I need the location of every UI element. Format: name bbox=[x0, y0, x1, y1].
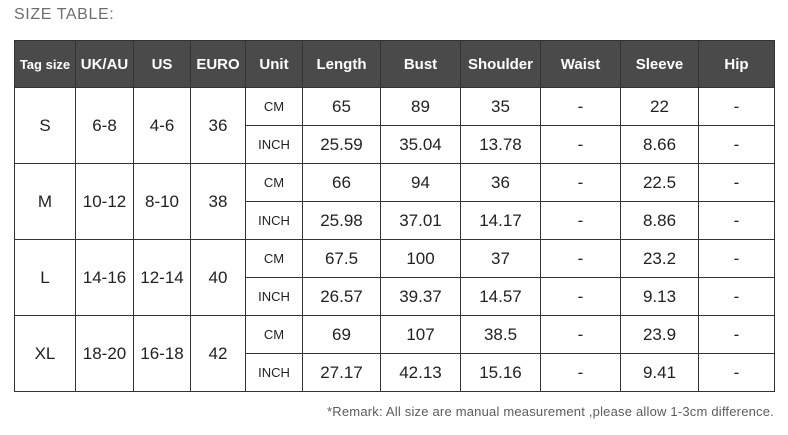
us-cell: 16-18 bbox=[133, 315, 191, 392]
uk-au-cell: 14-16 bbox=[75, 239, 134, 316]
uk-au-cell: 18-20 bbox=[75, 315, 134, 392]
sleeve-cell: 9.41 bbox=[620, 353, 699, 392]
col-header-hip: Hip bbox=[698, 40, 775, 88]
sleeve-cell: 22 bbox=[620, 87, 699, 126]
length-cell: 65 bbox=[302, 87, 381, 126]
shoulder-cell: 35 bbox=[460, 87, 541, 126]
us-cell: 8-10 bbox=[133, 163, 191, 240]
waist-cell: - bbox=[540, 201, 621, 240]
unit-cell: INCH bbox=[245, 353, 303, 392]
tag-size-cell: M bbox=[14, 163, 76, 240]
hip-cell: - bbox=[698, 163, 775, 202]
sleeve-cell: 8.66 bbox=[620, 125, 699, 164]
shoulder-cell: 14.57 bbox=[460, 277, 541, 316]
sleeve-cell: 9.13 bbox=[620, 277, 699, 316]
table-row-m-cm: M 10-12 8-10 38 CM 66 94 36 - 22.5 - bbox=[14, 163, 775, 240]
shoulder-cell: 38.5 bbox=[460, 315, 541, 354]
table-row-l-inch: INCH 26.57 39.37 14.57 - 9.13 - bbox=[15, 277, 775, 316]
table-row-xl-cm: XL 18-20 16-18 42 CM 69 107 38.5 - 23.9 … bbox=[14, 315, 775, 392]
euro-cell: 36 bbox=[190, 87, 246, 164]
shoulder-cell: 13.78 bbox=[460, 125, 541, 164]
bust-cell: 35.04 bbox=[380, 125, 461, 164]
col-header-bust: Bust bbox=[380, 40, 461, 88]
table-row-l-cm: L 14-16 12-14 40 CM 67.5 100 37 - 23.2 - bbox=[14, 239, 775, 316]
sleeve-cell: 8.86 bbox=[620, 201, 699, 240]
shoulder-cell: 14.17 bbox=[460, 201, 541, 240]
remark-text: *Remark: All size are manual measurement… bbox=[327, 404, 774, 419]
hip-cell: - bbox=[698, 353, 775, 392]
length-cell: 69 bbox=[302, 315, 381, 354]
sleeve-cell: 23.9 bbox=[620, 315, 699, 354]
unit-cell: INCH bbox=[245, 201, 303, 240]
hip-cell: - bbox=[698, 87, 775, 126]
us-cell: 12-14 bbox=[133, 239, 191, 316]
shoulder-cell: 36 bbox=[460, 163, 541, 202]
header-row: Tag size UK/AU US EURO Unit Length Bust … bbox=[14, 40, 775, 88]
unit-cell: CM bbox=[245, 163, 303, 202]
bust-cell: 100 bbox=[380, 239, 461, 278]
col-header-euro: EURO bbox=[190, 40, 246, 88]
waist-cell: - bbox=[540, 87, 621, 126]
uk-au-cell: 6-8 bbox=[75, 87, 134, 164]
unit-cell: CM bbox=[245, 239, 303, 278]
us-cell: 4-6 bbox=[133, 87, 191, 164]
sleeve-cell: 22.5 bbox=[620, 163, 699, 202]
col-header-length: Length bbox=[302, 40, 381, 88]
waist-cell: - bbox=[540, 125, 621, 164]
length-cell: 25.98 bbox=[302, 201, 381, 240]
hip-cell: - bbox=[698, 201, 775, 240]
col-header-sleeve: Sleeve bbox=[620, 40, 699, 88]
col-header-tag-size: Tag size bbox=[14, 40, 76, 88]
length-cell: 66 bbox=[302, 163, 381, 202]
euro-cell: 40 bbox=[190, 239, 246, 316]
tag-size-cell: S bbox=[14, 87, 76, 164]
hip-cell: - bbox=[698, 277, 775, 316]
shoulder-cell: 15.16 bbox=[460, 353, 541, 392]
unit-cell: INCH bbox=[245, 125, 303, 164]
hip-cell: - bbox=[698, 315, 775, 354]
length-cell: 25.59 bbox=[302, 125, 381, 164]
bust-cell: 107 bbox=[380, 315, 461, 354]
page-title: SIZE TABLE: bbox=[14, 6, 115, 23]
bust-cell: 42.13 bbox=[380, 353, 461, 392]
euro-cell: 38 bbox=[190, 163, 246, 240]
size-table: Tag size UK/AU US EURO Unit Length Bust … bbox=[14, 40, 775, 392]
length-cell: 67.5 bbox=[302, 239, 381, 278]
waist-cell: - bbox=[540, 163, 621, 202]
table-row-xl-inch: INCH 27.17 42.13 15.16 - 9.41 - bbox=[15, 353, 775, 392]
bust-cell: 39.37 bbox=[380, 277, 461, 316]
hip-cell: - bbox=[698, 125, 775, 164]
unit-cell: CM bbox=[245, 315, 303, 354]
col-header-unit: Unit bbox=[245, 40, 303, 88]
col-header-uk-au: UK/AU bbox=[75, 40, 134, 88]
sleeve-cell: 23.2 bbox=[620, 239, 699, 278]
table-row-s-inch: INCH 25.59 35.04 13.78 - 8.66 - bbox=[15, 125, 775, 164]
waist-cell: - bbox=[540, 239, 621, 278]
col-header-waist: Waist bbox=[540, 40, 621, 88]
col-header-shoulder: Shoulder bbox=[460, 40, 541, 88]
col-header-us: US bbox=[133, 40, 191, 88]
unit-cell: CM bbox=[245, 87, 303, 126]
bust-cell: 94 bbox=[380, 163, 461, 202]
table-row-m-inch: INCH 25.98 37.01 14.17 - 8.86 - bbox=[15, 201, 775, 240]
tag-size-cell: XL bbox=[14, 315, 76, 392]
uk-au-cell: 10-12 bbox=[75, 163, 134, 240]
bust-cell: 89 bbox=[380, 87, 461, 126]
waist-cell: - bbox=[540, 315, 621, 354]
length-cell: 27.17 bbox=[302, 353, 381, 392]
tag-size-cell: L bbox=[14, 239, 76, 316]
table-row-s-cm: S 6-8 4-6 36 CM 65 89 35 - 22 - bbox=[14, 87, 775, 164]
waist-cell: - bbox=[540, 277, 621, 316]
shoulder-cell: 37 bbox=[460, 239, 541, 278]
waist-cell: - bbox=[540, 353, 621, 392]
bust-cell: 37.01 bbox=[380, 201, 461, 240]
unit-cell: INCH bbox=[245, 277, 303, 316]
length-cell: 26.57 bbox=[302, 277, 381, 316]
hip-cell: - bbox=[698, 239, 775, 278]
euro-cell: 42 bbox=[190, 315, 246, 392]
